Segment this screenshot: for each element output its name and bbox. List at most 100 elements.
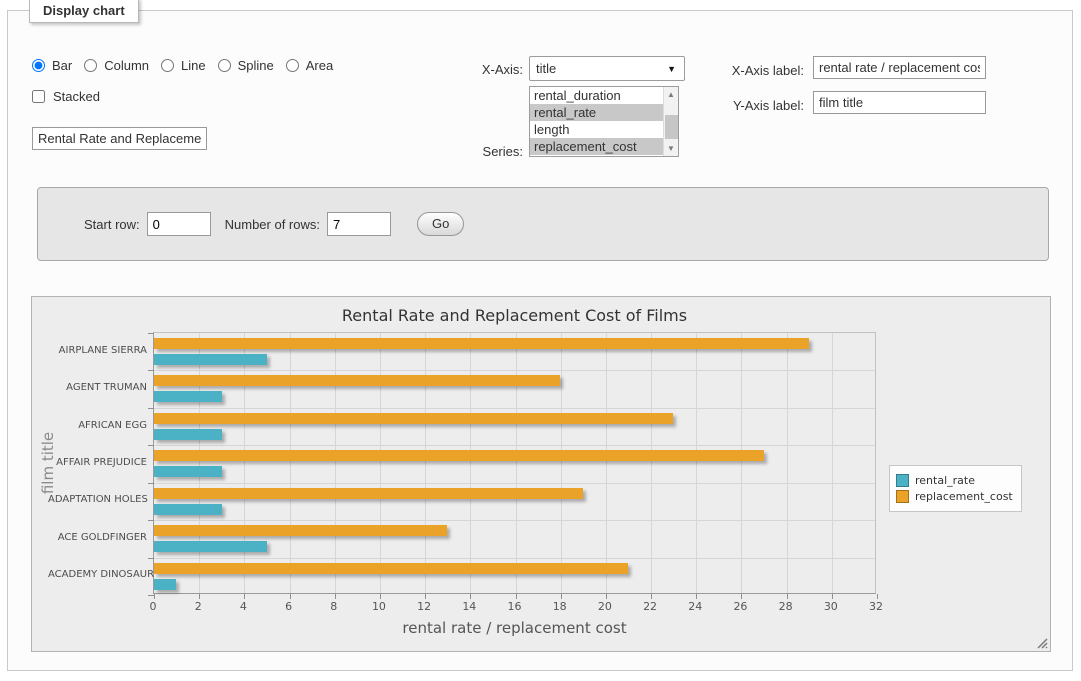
gridline-vertical bbox=[289, 333, 291, 593]
fieldset-title: Display chart bbox=[29, 0, 139, 23]
bar-rental_rate[interactable] bbox=[154, 429, 222, 440]
gridline-horizontal bbox=[154, 370, 875, 371]
y-axis-tick bbox=[148, 408, 154, 409]
gridline-vertical bbox=[470, 333, 472, 593]
x-axis-tick bbox=[289, 594, 291, 599]
y-axis-label-input[interactable] bbox=[813, 91, 986, 114]
scroll-up-icon[interactable]: ▲ bbox=[664, 87, 678, 102]
start-row-label: Start row: bbox=[84, 216, 140, 232]
x-axis-tick bbox=[154, 594, 155, 599]
legend-swatch bbox=[896, 490, 909, 503]
chart-type-radio-area[interactable] bbox=[285, 59, 299, 72]
x-axis-tick-label: 4 bbox=[239, 600, 247, 613]
x-axis-label-label: X-Axis label: bbox=[731, 63, 804, 78]
x-axis-tick-label: 12 bbox=[417, 600, 432, 613]
y-axis-tick bbox=[148, 370, 154, 371]
series-option-replacement_cost[interactable]: replacement_cost bbox=[530, 138, 678, 155]
y-axis-category-label: ACE GOLDFINGER bbox=[57, 532, 147, 543]
legend-item: replacement_cost bbox=[896, 490, 1013, 503]
start-row-input[interactable] bbox=[146, 212, 211, 236]
bar-replacement_cost[interactable] bbox=[154, 450, 764, 461]
bar-rental_rate[interactable] bbox=[154, 466, 222, 477]
series-select-label: Series: bbox=[482, 144, 523, 159]
gridline-horizontal bbox=[154, 483, 875, 484]
bar-replacement_cost[interactable] bbox=[154, 525, 448, 536]
x-axis-tick bbox=[334, 594, 336, 599]
x-axis-tick-label: 6 bbox=[285, 600, 293, 613]
row-range-panel: Start row: Number of rows: Go bbox=[37, 187, 1049, 261]
chart-type-radio-column[interactable] bbox=[84, 59, 98, 72]
chart-type-radio-line[interactable] bbox=[161, 59, 175, 72]
bar-rental_rate[interactable] bbox=[154, 504, 222, 515]
chevron-down-icon: ▼ bbox=[667, 63, 676, 74]
chart-title: Rental Rate and Replacement Cost of Film… bbox=[341, 306, 688, 325]
bar-rental_rate[interactable] bbox=[154, 541, 267, 552]
bar-rental_rate[interactable] bbox=[154, 391, 222, 402]
chart-type-label-column: Column bbox=[104, 58, 150, 73]
chart-type-radio-bar[interactable] bbox=[32, 59, 45, 72]
chart-title-input[interactable] bbox=[32, 127, 207, 150]
x-axis-tick-label: 28 bbox=[778, 600, 793, 613]
gridline-vertical bbox=[515, 333, 517, 593]
gridline-vertical bbox=[786, 333, 788, 593]
series-multiselect[interactable]: rental_duration rental_rate length replacem… bbox=[529, 86, 679, 157]
display-chart-fieldset: Display chart Bar Column Line Spline Area St… bbox=[7, 0, 1073, 671]
chart-type-radio-spline[interactable] bbox=[217, 59, 231, 72]
gridline-vertical bbox=[605, 333, 607, 593]
gridline-vertical bbox=[425, 333, 427, 593]
gridline-vertical bbox=[244, 333, 246, 593]
stacked-row: Stacked bbox=[32, 89, 100, 104]
bar-replacement_cost[interactable] bbox=[154, 563, 629, 574]
chart-legend: rental_rate replacement_cost bbox=[889, 465, 1022, 512]
x-axis-title: rental rate / replacement cost bbox=[402, 619, 627, 637]
series-option-rental_rate[interactable]: rental_rate bbox=[530, 104, 678, 121]
x-axis-tick bbox=[651, 594, 653, 599]
bar-replacement_cost[interactable] bbox=[154, 488, 584, 499]
num-rows-input[interactable] bbox=[327, 212, 391, 236]
gridline-horizontal bbox=[154, 408, 875, 409]
chart-type-label-line: Line bbox=[181, 58, 206, 73]
x-axis-tick bbox=[605, 594, 607, 599]
bar-rental_rate[interactable] bbox=[154, 579, 177, 590]
y-axis-tick bbox=[148, 595, 154, 596]
scrollbar-thumb[interactable] bbox=[665, 115, 678, 139]
x-axis-tick-label: 16 bbox=[507, 600, 522, 613]
go-button[interactable]: Go bbox=[417, 212, 465, 236]
x-axis-tick bbox=[425, 594, 427, 599]
x-axis-tick bbox=[741, 594, 743, 599]
x-axis-tick-label: 0 bbox=[149, 600, 157, 613]
y-axis-category-label: ADAPTATION HOLES bbox=[48, 494, 148, 505]
x-axis-select-label: X-Axis: bbox=[481, 62, 523, 77]
x-axis-tick-label: 14 bbox=[462, 600, 477, 613]
x-axis-select[interactable]: title ▼ bbox=[529, 56, 685, 81]
y-axis-category-label: AIRPLANE SIERRA bbox=[58, 345, 147, 356]
x-axis-tick bbox=[244, 594, 246, 599]
scrollbar[interactable]: ▲ ▼ bbox=[663, 87, 678, 156]
x-axis-tick-label: 26 bbox=[733, 600, 748, 613]
y-axis-tick bbox=[148, 520, 154, 521]
gridline-vertical bbox=[831, 333, 833, 593]
chart-type-label-spline: Spline bbox=[237, 58, 274, 73]
bar-replacement_cost[interactable] bbox=[154, 338, 809, 349]
series-option-rental_duration[interactable]: rental_duration bbox=[534, 88, 621, 103]
x-axis-tick-label: 32 bbox=[869, 600, 883, 613]
gridline-vertical bbox=[379, 333, 381, 593]
scroll-down-icon[interactable]: ▼ bbox=[664, 141, 678, 156]
y-axis-category-label: ACADEMY DINOSAUR bbox=[48, 569, 155, 580]
resize-handle-icon[interactable] bbox=[1035, 636, 1048, 649]
gridline-vertical bbox=[741, 333, 743, 593]
series-option-length[interactable]: length bbox=[534, 122, 570, 137]
y-axis-category-label: AFRICAN EGG bbox=[78, 420, 147, 431]
y-axis-category-label: AFFAIR PREJUDICE bbox=[56, 457, 147, 468]
bar-replacement_cost[interactable] bbox=[154, 375, 561, 386]
x-axis-selected-value: title bbox=[536, 61, 557, 76]
x-axis-tick-label: 10 bbox=[371, 600, 386, 613]
chart-type-label-bar: Bar bbox=[52, 58, 73, 73]
bar-replacement_cost[interactable] bbox=[154, 413, 674, 424]
bar-rental_rate[interactable] bbox=[154, 354, 267, 365]
x-axis-tick bbox=[515, 594, 517, 599]
gridline-vertical bbox=[696, 333, 698, 593]
stacked-checkbox[interactable] bbox=[32, 90, 45, 103]
x-axis-label-input[interactable] bbox=[813, 56, 986, 79]
